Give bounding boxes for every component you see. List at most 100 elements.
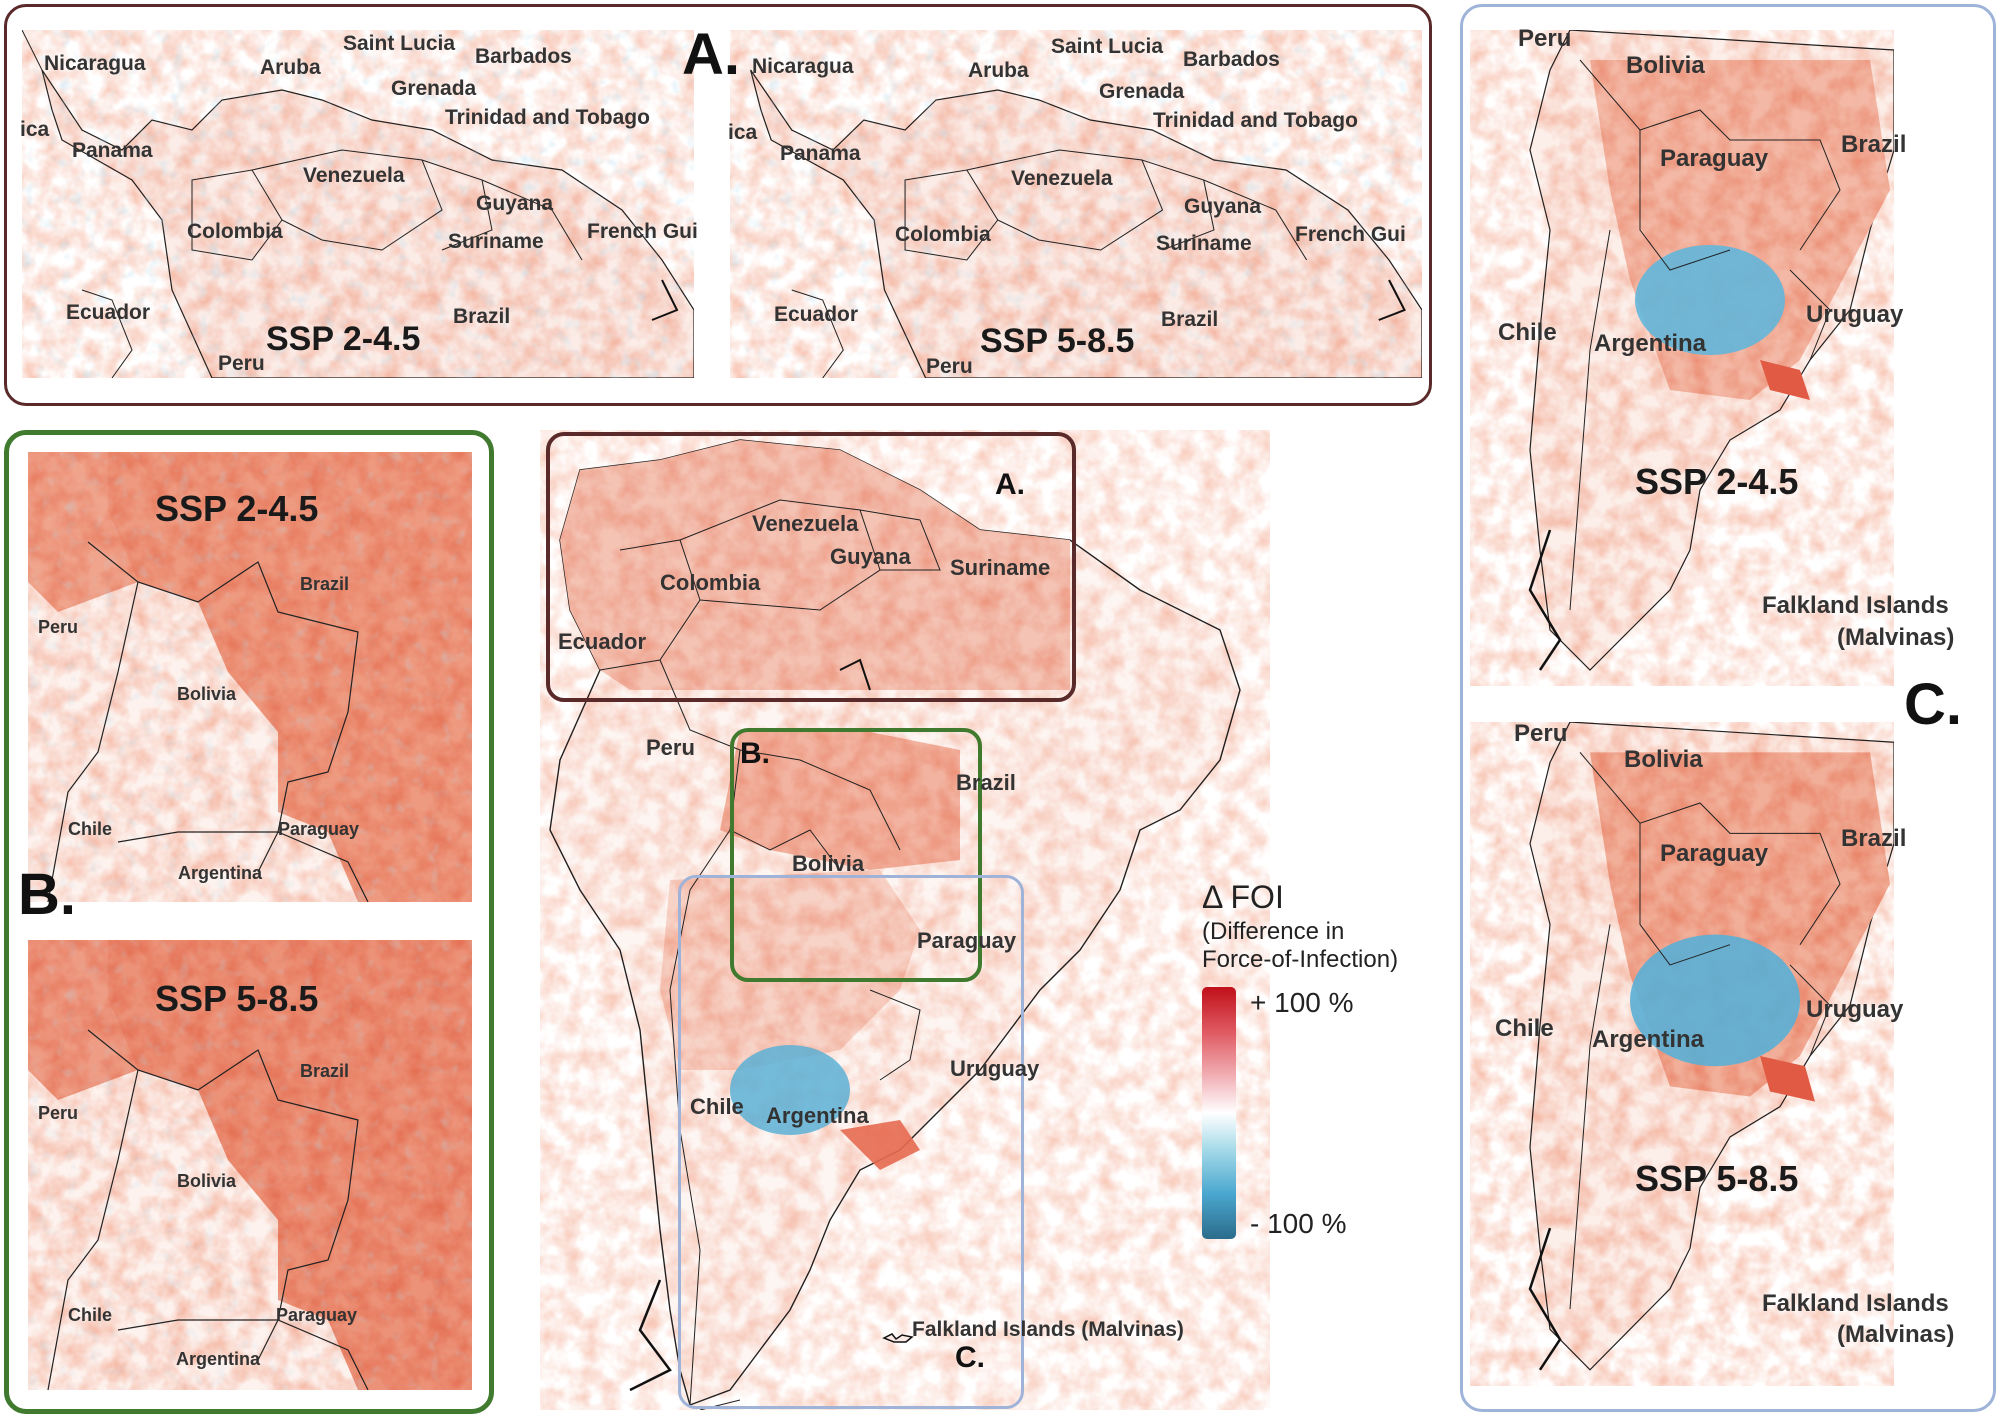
- panel-c-top-map: [1470, 30, 1894, 686]
- ov-suriname: Suriname: [950, 555, 1051, 580]
- ov-brazil: Brazil: [956, 770, 1016, 795]
- pc-bottom-bolivia: Bolivia: [1624, 746, 1703, 773]
- ov-guyana: Guyana: [830, 544, 911, 569]
- pa-l-trinidad: Trinidad and Tobago: [445, 106, 650, 129]
- overview-box-a: [546, 432, 1076, 702]
- pa-r-suriname: Suriname: [1156, 232, 1252, 255]
- pc-bottom-uruguay: Uruguay: [1806, 996, 1904, 1023]
- ov-paraguay: Paraguay: [917, 928, 1017, 953]
- pa-l-barbados: Barbados: [475, 45, 572, 68]
- pa-l-brazil: Brazil: [453, 305, 511, 328]
- overview-box-c: [678, 875, 1024, 1409]
- pa-r-ecuador: Ecuador: [774, 303, 859, 326]
- overview-box-b-label: B.: [740, 737, 770, 770]
- pc-top-falkland: Falkland Islands: [1762, 592, 1949, 619]
- pc-bottom-scenario: SSP 5-8.5: [1635, 1158, 1799, 1199]
- pa-l-ica: ica: [20, 118, 50, 141]
- pc-top-uruguay: Uruguay: [1806, 301, 1904, 328]
- pc-bottom-falkland: Falkland Islands: [1762, 1290, 1949, 1317]
- legend-title: Δ FOI: [1202, 879, 1284, 915]
- pc-top-chile: Chile: [1498, 319, 1557, 346]
- panel-a-label: A.: [682, 22, 740, 87]
- pb-top-brazil: Brazil: [300, 574, 350, 594]
- panel-b-bottom-map: [28, 940, 472, 1390]
- ov-peru: Peru: [646, 735, 695, 760]
- pb-top-scenario: SSP 2-4.5: [155, 488, 319, 529]
- pa-l-scenario: SSP 2-4.5: [266, 320, 421, 358]
- pc-top-argentina: Argentina: [1594, 330, 1707, 357]
- panel-a-left-map: [22, 30, 694, 378]
- pc-bottom-malvinas: (Malvinas): [1837, 1321, 1955, 1348]
- pc-top-peru: Peru: [1518, 25, 1572, 52]
- pa-l-french-gui: French Gui: [587, 220, 698, 243]
- pb-bottom-bolivia: Bolivia: [177, 1171, 237, 1191]
- pa-l-peru: Peru: [218, 352, 265, 375]
- pa-r-peru: Peru: [926, 355, 973, 378]
- pa-r-ica: ica: [728, 121, 758, 144]
- overview-box-b: [730, 728, 982, 982]
- pa-r-nicaragua: Nicaragua: [752, 55, 854, 78]
- pb-bottom-chile: Chile: [68, 1305, 113, 1325]
- panel-c-bottom-map: [1470, 722, 1894, 1386]
- panel-b-label: B.: [18, 862, 76, 927]
- pc-top-scenario: SSP 2-4.5: [1635, 461, 1799, 502]
- pc-bottom-peru: Peru: [1514, 720, 1568, 747]
- pb-bottom-peru: Peru: [38, 1103, 79, 1123]
- overview-box-c-label: C.: [955, 1341, 985, 1374]
- panel-b-top-map: [28, 452, 472, 902]
- pc-bottom-chile: Chile: [1495, 1015, 1554, 1042]
- pa-l-saint-lucia: Saint Lucia: [343, 32, 456, 55]
- pa-r-venezuela: Venezuela: [1011, 167, 1113, 190]
- ov-bolivia: Bolivia: [792, 851, 865, 876]
- ov-uruguay: Uruguay: [950, 1056, 1040, 1081]
- legend-colorbar: [1202, 987, 1236, 1239]
- pa-r-aruba: Aruba: [968, 59, 1029, 82]
- pc-top-brazil: Brazil: [1841, 131, 1907, 158]
- overview-box-a-label: A.: [995, 468, 1025, 501]
- pb-bottom-paraguay: Paraguay: [276, 1305, 358, 1325]
- pa-r-guyana: Guyana: [1184, 195, 1262, 218]
- pa-l-nicaragua: Nicaragua: [44, 52, 146, 75]
- pa-l-grenada: Grenada: [391, 77, 477, 100]
- pa-l-venezuela: Venezuela: [303, 164, 405, 187]
- pa-r-saint-lucia: Saint Lucia: [1051, 35, 1164, 58]
- pc-top-paraguay: Paraguay: [1660, 145, 1769, 172]
- pa-r-french-gui: French Gui: [1295, 223, 1406, 246]
- legend-subtitle-2: Force-of-Infection): [1202, 946, 1399, 973]
- legend-subtitle-1: (Difference in: [1202, 918, 1345, 945]
- pb-top-paraguay: Paraguay: [278, 819, 360, 839]
- ov-argentina: Argentina: [766, 1103, 869, 1128]
- pb-bottom-brazil: Brazil: [300, 1061, 350, 1081]
- pa-r-trinidad: Trinidad and Tobago: [1153, 109, 1358, 132]
- pb-bottom-scenario: SSP 5-8.5: [155, 978, 319, 1019]
- ov-venezuela: Venezuela: [752, 511, 859, 536]
- pa-l-suriname: Suriname: [448, 230, 544, 253]
- pb-top-bolivia: Bolivia: [177, 684, 237, 704]
- pb-top-argentina: Argentina: [178, 863, 263, 883]
- ov-chile: Chile: [690, 1094, 744, 1119]
- legend-max-label: + 100 %: [1250, 987, 1354, 1018]
- panel-a-frame: [4, 4, 1432, 406]
- pc-bottom-argentina: Argentina: [1592, 1026, 1705, 1053]
- pa-r-scenario: SSP 5-8.5: [980, 322, 1135, 360]
- overview-map: [540, 430, 1270, 1410]
- pa-r-brazil: Brazil: [1161, 308, 1219, 331]
- ov-ecuador: Ecuador: [558, 629, 647, 654]
- pb-top-peru: Peru: [38, 617, 79, 637]
- panel-c-frame: [1460, 4, 1996, 1412]
- panel-c-label: C.: [1904, 672, 1962, 737]
- pa-l-aruba: Aruba: [260, 56, 321, 79]
- pa-r-grenada: Grenada: [1099, 80, 1185, 103]
- legend-min-label: - 100 %: [1250, 1208, 1347, 1239]
- pa-r-barbados: Barbados: [1183, 48, 1280, 71]
- pa-r-colombia: Colombia: [895, 223, 991, 246]
- pc-top-malvinas: (Malvinas): [1837, 624, 1955, 651]
- pb-bottom-argentina: Argentina: [176, 1349, 261, 1369]
- pa-r-panama: Panama: [780, 142, 861, 165]
- pc-bottom-brazil: Brazil: [1841, 825, 1907, 852]
- pa-l-colombia: Colombia: [187, 220, 283, 243]
- pc-top-bolivia: Bolivia: [1626, 52, 1705, 79]
- ov-falkland: Falkland Islands (Malvinas): [912, 1318, 1184, 1341]
- ov-colombia: Colombia: [660, 570, 761, 595]
- pb-top-chile: Chile: [68, 819, 113, 839]
